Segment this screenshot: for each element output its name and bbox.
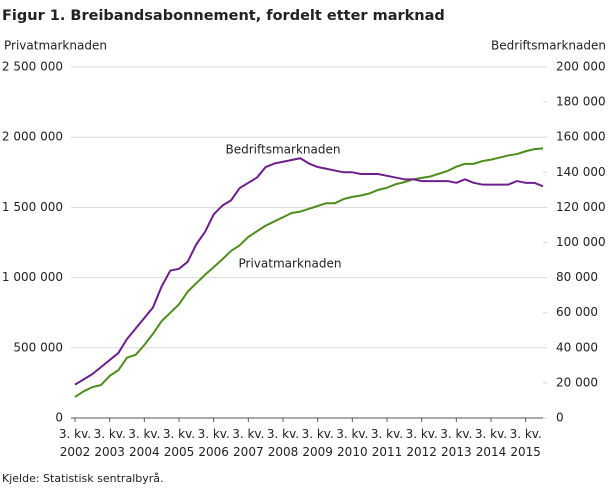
x-tick-label: 3. kv. 2008 <box>267 427 299 459</box>
y-tick-label: 2 500 000 <box>2 60 63 74</box>
annotation: Bedriftsmarknaden <box>226 143 341 157</box>
y2-tick-label: 140 000 <box>556 165 606 179</box>
x-tick-label: 3. kv. 2014 <box>475 427 507 459</box>
y-tick-label: 0 <box>55 411 63 425</box>
source: Kjelde: Statistisk sentralbyrå. <box>2 472 164 485</box>
series-line <box>74 157 544 386</box>
x-tick-label: 3. kv. 2015 <box>510 427 542 459</box>
y-tick-label: 1 000 000 <box>2 270 63 284</box>
annotation: Privatmarknaden <box>239 257 342 271</box>
y-tick-label: 500 000 <box>13 340 63 354</box>
y-tick-label: 1 500 000 <box>2 200 63 214</box>
x-tick-label: 3. kv. 2013 <box>440 427 472 459</box>
y2-tick-label: 180 000 <box>556 95 606 109</box>
y2-tick-label: 20 000 <box>556 375 598 389</box>
y-axis-label: Privatmarknaden <box>4 39 107 53</box>
y2-tick-label: 120 000 <box>556 200 606 214</box>
y2-tick-label: 160 000 <box>556 130 606 144</box>
x-tick-label: 3. kv. 2009 <box>302 427 334 459</box>
x-tick-label: 3. kv. 2005 <box>163 427 195 459</box>
y2-tick-label: 60 000 <box>556 305 598 319</box>
x-tick-label: 3. kv. 2007 <box>232 427 264 459</box>
x-tick-label: 3. kv. 2002 <box>59 427 91 459</box>
y2-tick-label: 100 000 <box>556 235 606 249</box>
y2-tick-label: 40 000 <box>556 340 598 354</box>
x-tick-label: 3. kv. 2010 <box>336 427 368 459</box>
series-line <box>74 147 544 398</box>
x-tick-label: 3. kv. 2011 <box>371 427 403 459</box>
y2-axis-label: Bedriftsmarknaden <box>491 39 606 53</box>
chart-title: Figur 1. Breibandsabonnement, fordelt et… <box>2 8 445 24</box>
y2-tick-label: 200 000 <box>556 60 606 74</box>
y2-tick-label: 80 000 <box>556 270 598 284</box>
x-tick-label: 3. kv. 2006 <box>198 427 230 459</box>
x-tick-label: 3. kv. 2012 <box>406 427 438 459</box>
y2-tick-label: 0 <box>556 411 564 425</box>
y-tick-label: 2 000 000 <box>2 130 63 144</box>
x-tick-label: 3. kv. 2004 <box>128 427 160 459</box>
x-tick-label: 3. kv. 2003 <box>94 427 126 459</box>
